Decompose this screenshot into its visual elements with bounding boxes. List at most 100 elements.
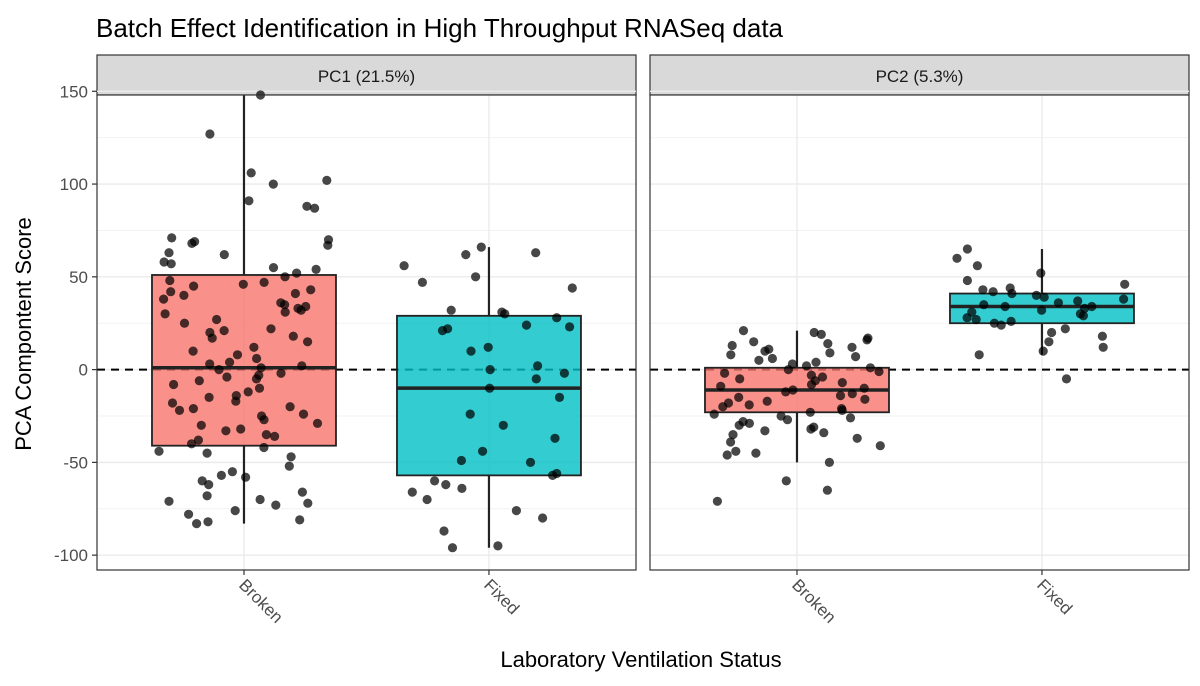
facet-strip-label: PC1 (21.5%) [318, 67, 415, 86]
data-point [1006, 316, 1016, 326]
box-group-broken [704, 326, 890, 506]
data-point [493, 541, 503, 551]
data-point [323, 240, 333, 250]
data-point [521, 320, 532, 330]
data-point [978, 285, 988, 295]
data-point [744, 400, 754, 410]
data-point [154, 446, 164, 456]
data-point [1061, 374, 1072, 384]
data-point [407, 487, 417, 497]
data-point [219, 250, 229, 260]
data-point [243, 387, 253, 397]
data-point [214, 365, 224, 375]
data-point [824, 457, 835, 467]
data-point [500, 309, 510, 319]
data-point [852, 433, 862, 443]
data-point [295, 515, 305, 525]
data-point [862, 335, 872, 345]
data-point [1053, 298, 1063, 308]
data-point [399, 261, 409, 271]
data-point [874, 366, 884, 377]
data-point [174, 405, 185, 415]
data-point [1087, 301, 1097, 312]
data-point [801, 361, 812, 371]
data-point [255, 494, 265, 505]
data-point [225, 357, 235, 367]
data-point [483, 342, 493, 352]
y-tick-label: 150 [60, 82, 88, 101]
data-point [485, 383, 495, 393]
data-point [550, 433, 560, 443]
data-point [422, 494, 432, 505]
data-point [306, 285, 316, 295]
data-point [538, 513, 548, 523]
data-point [179, 290, 189, 300]
data-point [734, 420, 744, 430]
data-point [297, 487, 307, 497]
data-point [164, 496, 174, 506]
data-point [974, 350, 984, 360]
data-point [837, 378, 847, 388]
data-point [259, 277, 269, 287]
data-point [565, 322, 575, 332]
data-point [322, 175, 332, 185]
data-point [456, 455, 466, 466]
data-point [749, 337, 759, 347]
data-point [760, 346, 770, 356]
data-point [184, 509, 194, 519]
y-tick-label: 0 [79, 361, 88, 380]
data-point [712, 496, 723, 506]
data-point [231, 396, 241, 406]
data-point [728, 430, 738, 440]
data-point [1037, 305, 1047, 315]
data-point [485, 365, 495, 375]
data-point [205, 359, 215, 369]
data-point [298, 409, 309, 419]
data-point [169, 379, 179, 390]
data-point [972, 261, 983, 271]
data-point [254, 383, 265, 393]
data-point [230, 506, 240, 516]
data-point [471, 272, 481, 282]
data-point [533, 361, 543, 371]
data-point [207, 333, 217, 343]
data-point [722, 450, 732, 460]
data-point [465, 409, 475, 419]
x-axis-title: Laboratory Ventilation Status [500, 647, 781, 672]
data-point [188, 404, 198, 414]
data-point [554, 392, 565, 402]
data-point [441, 480, 451, 490]
data-point [280, 307, 290, 317]
y-tick-label: 100 [60, 175, 88, 194]
data-point [238, 279, 248, 289]
data-point [1047, 327, 1057, 338]
data-point [284, 461, 294, 471]
data-point [805, 407, 815, 417]
data-point [259, 442, 269, 453]
data-point [205, 129, 215, 139]
data-point [731, 446, 741, 456]
data-point [962, 275, 973, 286]
data-point [819, 428, 829, 438]
data-point [823, 339, 833, 349]
data-point [256, 363, 266, 373]
data-point [187, 238, 197, 248]
data-point [531, 374, 541, 384]
data-point [1073, 296, 1083, 306]
data-point [525, 457, 536, 467]
data-point [1044, 337, 1054, 347]
data-point [303, 337, 313, 347]
data-point [160, 309, 170, 319]
data-point [851, 352, 861, 362]
data-point [811, 357, 821, 367]
facet-strip [96, 54, 637, 96]
data-point [816, 329, 826, 339]
data-point [270, 431, 280, 441]
data-point [285, 402, 295, 412]
facet-strip [649, 54, 1190, 96]
data-point [241, 472, 251, 482]
data-point [1000, 301, 1010, 312]
data-point [751, 448, 761, 458]
data-point [288, 331, 298, 341]
